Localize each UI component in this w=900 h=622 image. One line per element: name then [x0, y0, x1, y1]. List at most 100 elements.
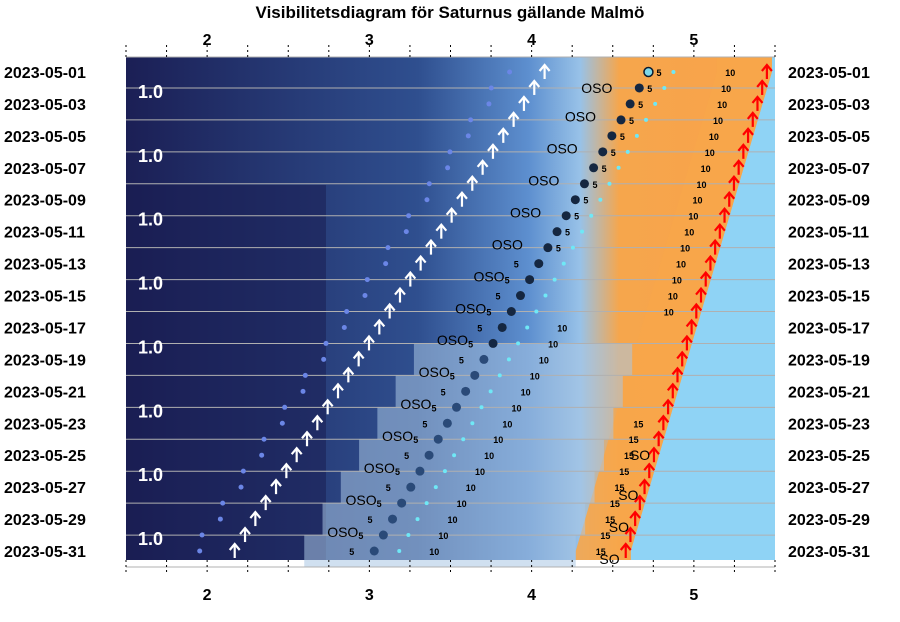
sunrise-arrow — [619, 542, 632, 558]
rise-arrow — [342, 366, 355, 383]
planet-point — [497, 322, 507, 332]
altitude-label: 10 — [438, 531, 448, 541]
magnitude-label: 1.0 — [138, 529, 163, 549]
sunrise-arrow — [671, 366, 684, 383]
date-label: 2023-05-17 — [4, 320, 86, 337]
planet-point — [543, 243, 553, 253]
twilight-dot — [442, 469, 447, 474]
altitude-label: 10 — [448, 515, 458, 525]
rise-arrow — [228, 542, 241, 558]
planet-point — [452, 402, 462, 412]
altitude-label: 5 — [468, 339, 473, 349]
altitude-label: 5 — [368, 515, 373, 525]
moon-dot — [383, 261, 389, 267]
planet-point — [570, 195, 580, 205]
twilight-dot — [644, 117, 649, 122]
date-label: 2023-05-29 — [4, 512, 86, 529]
x-tick-label: 3 — [365, 587, 374, 604]
date-label: 2023-05-13 — [788, 257, 870, 274]
moon-dot — [321, 356, 327, 362]
twilight-dot — [534, 309, 539, 314]
twilight-dot — [452, 453, 457, 458]
sunrise-arrow — [685, 318, 698, 335]
altitude-label: 10 — [725, 68, 735, 78]
moon-dot — [302, 372, 308, 378]
altitude-label: 15 — [624, 451, 634, 461]
altitude-label: 10 — [709, 132, 719, 142]
altitude-label: 5 — [358, 531, 363, 541]
altitude-label: 5 — [413, 435, 418, 445]
twilight-dot — [580, 229, 585, 234]
plot-area: 5 10 5 10 5 10 5 10 5 10 5 10 5 10 5 10 5 10 5 10 5 10 5 10 5 10 5… — [125, 45, 776, 572]
rise-arrow — [249, 510, 262, 527]
twilight-step — [359, 439, 604, 472]
rise-arrow — [301, 430, 313, 447]
twilight-dot — [552, 277, 557, 282]
altitude-label: 10 — [684, 228, 694, 238]
planet-point — [534, 259, 544, 269]
altitude-label: 10 — [530, 371, 540, 381]
twilight-dot — [525, 325, 530, 330]
date-label: 2023-05-17 — [788, 320, 870, 337]
twilight-step — [413, 343, 633, 376]
rise-arrow — [456, 191, 468, 207]
rise-arrow — [528, 79, 541, 95]
sunrise-arrow — [699, 270, 712, 287]
date-label: 2023-05-05 — [4, 129, 86, 146]
moon-dot — [199, 532, 205, 538]
date-label: 2023-05-15 — [788, 289, 870, 306]
twilight-dot — [470, 421, 475, 426]
altitude-label: 5 — [629, 116, 634, 126]
altitude-label: 5 — [620, 132, 625, 142]
sunrise-arrow — [728, 175, 740, 191]
date-label: 2023-05-27 — [4, 480, 86, 497]
chart-title: Visibilitetsdiagram för Saturnus gälland… — [256, 3, 645, 22]
moon-dot — [362, 293, 368, 299]
rise-arrow — [239, 526, 251, 543]
x-tick-label: 3 — [365, 32, 374, 49]
moon-dot — [238, 484, 244, 490]
altitude-label: 10 — [475, 467, 485, 477]
sunrise-arrow — [624, 526, 637, 543]
altitude-label: 10 — [466, 483, 476, 493]
twilight-dot — [397, 549, 402, 553]
planet-point — [634, 83, 644, 93]
sunrise-arrow — [629, 510, 641, 527]
sunrise-arrow — [718, 206, 731, 223]
altitude-label: 5 — [592, 180, 597, 190]
altitude-label: 10 — [705, 148, 715, 158]
altitude-label: 10 — [484, 451, 494, 461]
sunrise-arrow — [746, 111, 759, 127]
date-label: 2023-05-07 — [4, 161, 86, 178]
rise-arrow — [394, 286, 406, 303]
altitude-label: 10 — [557, 323, 567, 333]
date-label: 2023-05-21 — [788, 384, 870, 401]
magnitude-label: 1.0 — [138, 82, 163, 102]
moon-dot — [445, 165, 451, 171]
moon-dot — [486, 101, 492, 107]
rise-arrow — [270, 478, 282, 495]
direction-label: OSO — [581, 80, 612, 96]
date-label: 2023-05-25 — [788, 448, 870, 465]
planet-point — [515, 291, 525, 301]
sunrise-arrow — [652, 430, 665, 447]
twilight-dot — [561, 261, 566, 266]
moon-dot — [403, 229, 409, 235]
twilight-dot — [424, 501, 429, 506]
twilight-dot — [589, 213, 594, 218]
date-label: 2023-05-01 — [4, 65, 86, 82]
direction-label: SO — [630, 447, 650, 463]
direction-label: SO — [618, 487, 638, 503]
twilight-dot — [607, 181, 612, 186]
twilight-dot — [625, 149, 630, 154]
altitude-label: 10 — [493, 435, 503, 445]
planet-point — [598, 147, 608, 157]
planet-point — [579, 179, 589, 189]
altitude-label: 10 — [697, 180, 707, 190]
rise-arrow — [280, 462, 293, 479]
planet-point — [625, 99, 635, 109]
sunrise-arrow — [634, 494, 646, 511]
date-label: 2023-05-21 — [4, 384, 86, 401]
date-label: 2023-05-03 — [788, 97, 870, 114]
planet-point — [369, 546, 379, 556]
